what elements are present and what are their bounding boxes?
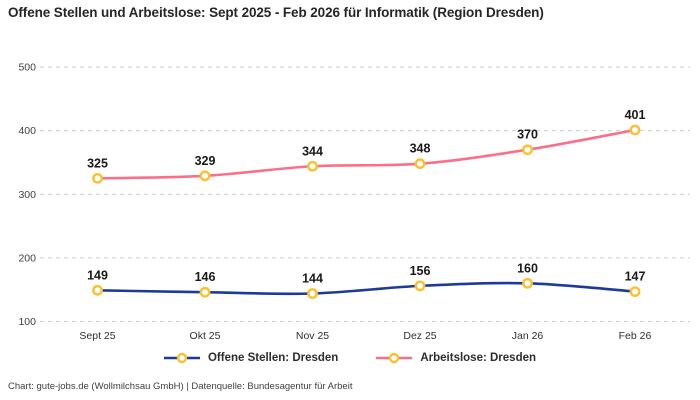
x-tick-label: Jan 26 [512, 330, 544, 342]
data-point-label: 344 [302, 144, 323, 158]
data-point-marker [307, 160, 318, 172]
data-point-marker [522, 144, 533, 156]
data-point-label: 329 [195, 154, 216, 168]
data-point-marker [629, 286, 641, 297]
y-tick-label: 400 [18, 125, 36, 137]
line-chart: 100 200 300 400 500 Sept 25 Okt 25 Nov 25 Dez 25… [18, 62, 690, 342]
legend-item-offene_stellen: Offene Stellen: Dresden [163, 352, 339, 364]
y-tick-label: 200 [18, 252, 36, 264]
data-point-marker [92, 172, 103, 184]
x-tick-label: Sept 25 [79, 330, 115, 342]
data-point-label: 370 [517, 128, 538, 142]
series-line-arbeitslose [96, 128, 637, 180]
data-point-label: 401 [625, 108, 646, 122]
legend-swatch-icon [163, 352, 200, 364]
data-point-label: 146 [195, 270, 216, 284]
legend-marker [176, 352, 188, 364]
chart-title: Offene Stellen und Arbeitslose: Sept 202… [8, 5, 544, 20]
data-point-label: 160 [517, 261, 538, 275]
data-point-marker [307, 288, 318, 299]
data-point-label: 325 [87, 156, 108, 170]
legend-item-arbeitslose: Arbeitslose: Dresden [376, 352, 536, 364]
y-tick-label: 100 [18, 316, 36, 328]
data-point-marker [414, 158, 426, 170]
data-point-marker [92, 284, 103, 296]
x-tick-label: Okt 25 [190, 330, 221, 342]
legend-label: Arbeitslose: Dresden [420, 352, 537, 364]
data-point-marker [629, 124, 641, 136]
y-tick-label: 300 [18, 189, 36, 201]
legend-label: Offene Stellen: Dresden [207, 352, 339, 364]
legend-marker [389, 352, 400, 364]
data-point-label: 149 [87, 268, 108, 282]
data-point-label: 156 [410, 264, 431, 278]
data-point-marker [522, 277, 533, 289]
x-tick-label: Feb 26 [619, 330, 652, 342]
data-point-label: 144 [302, 272, 323, 286]
x-tick-label: Nov 25 [296, 330, 329, 342]
data-point-marker [199, 170, 211, 182]
data-point-marker [414, 280, 426, 292]
x-tick-label: Dez 25 [403, 330, 436, 342]
legend: Offene Stellen: Dresden Arbeitslose: Dres… [0, 352, 700, 364]
legend-swatch-icon [376, 352, 413, 364]
attribution-text: Chart: gute-jobs.de (Wollmilchsau GmbH) … [8, 381, 353, 392]
series-line-offene_stellen [96, 281, 637, 296]
data-point-label: 147 [625, 270, 646, 284]
data-point-label: 348 [410, 142, 431, 156]
y-tick-label: 500 [18, 62, 36, 74]
data-point-marker [199, 286, 211, 298]
